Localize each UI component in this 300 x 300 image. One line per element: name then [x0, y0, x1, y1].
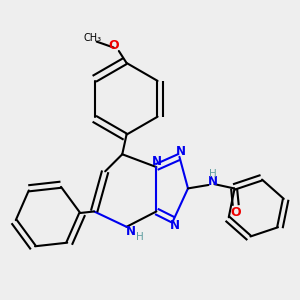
Text: H: H	[209, 169, 217, 179]
Text: N: N	[152, 155, 162, 168]
Text: N: N	[208, 175, 218, 188]
Text: O: O	[230, 206, 241, 219]
Text: N: N	[176, 145, 186, 158]
Text: N: N	[170, 219, 180, 232]
Text: CH₃: CH₃	[83, 33, 101, 43]
Text: H: H	[136, 232, 144, 242]
Text: N: N	[126, 225, 136, 239]
Text: O: O	[108, 39, 119, 52]
